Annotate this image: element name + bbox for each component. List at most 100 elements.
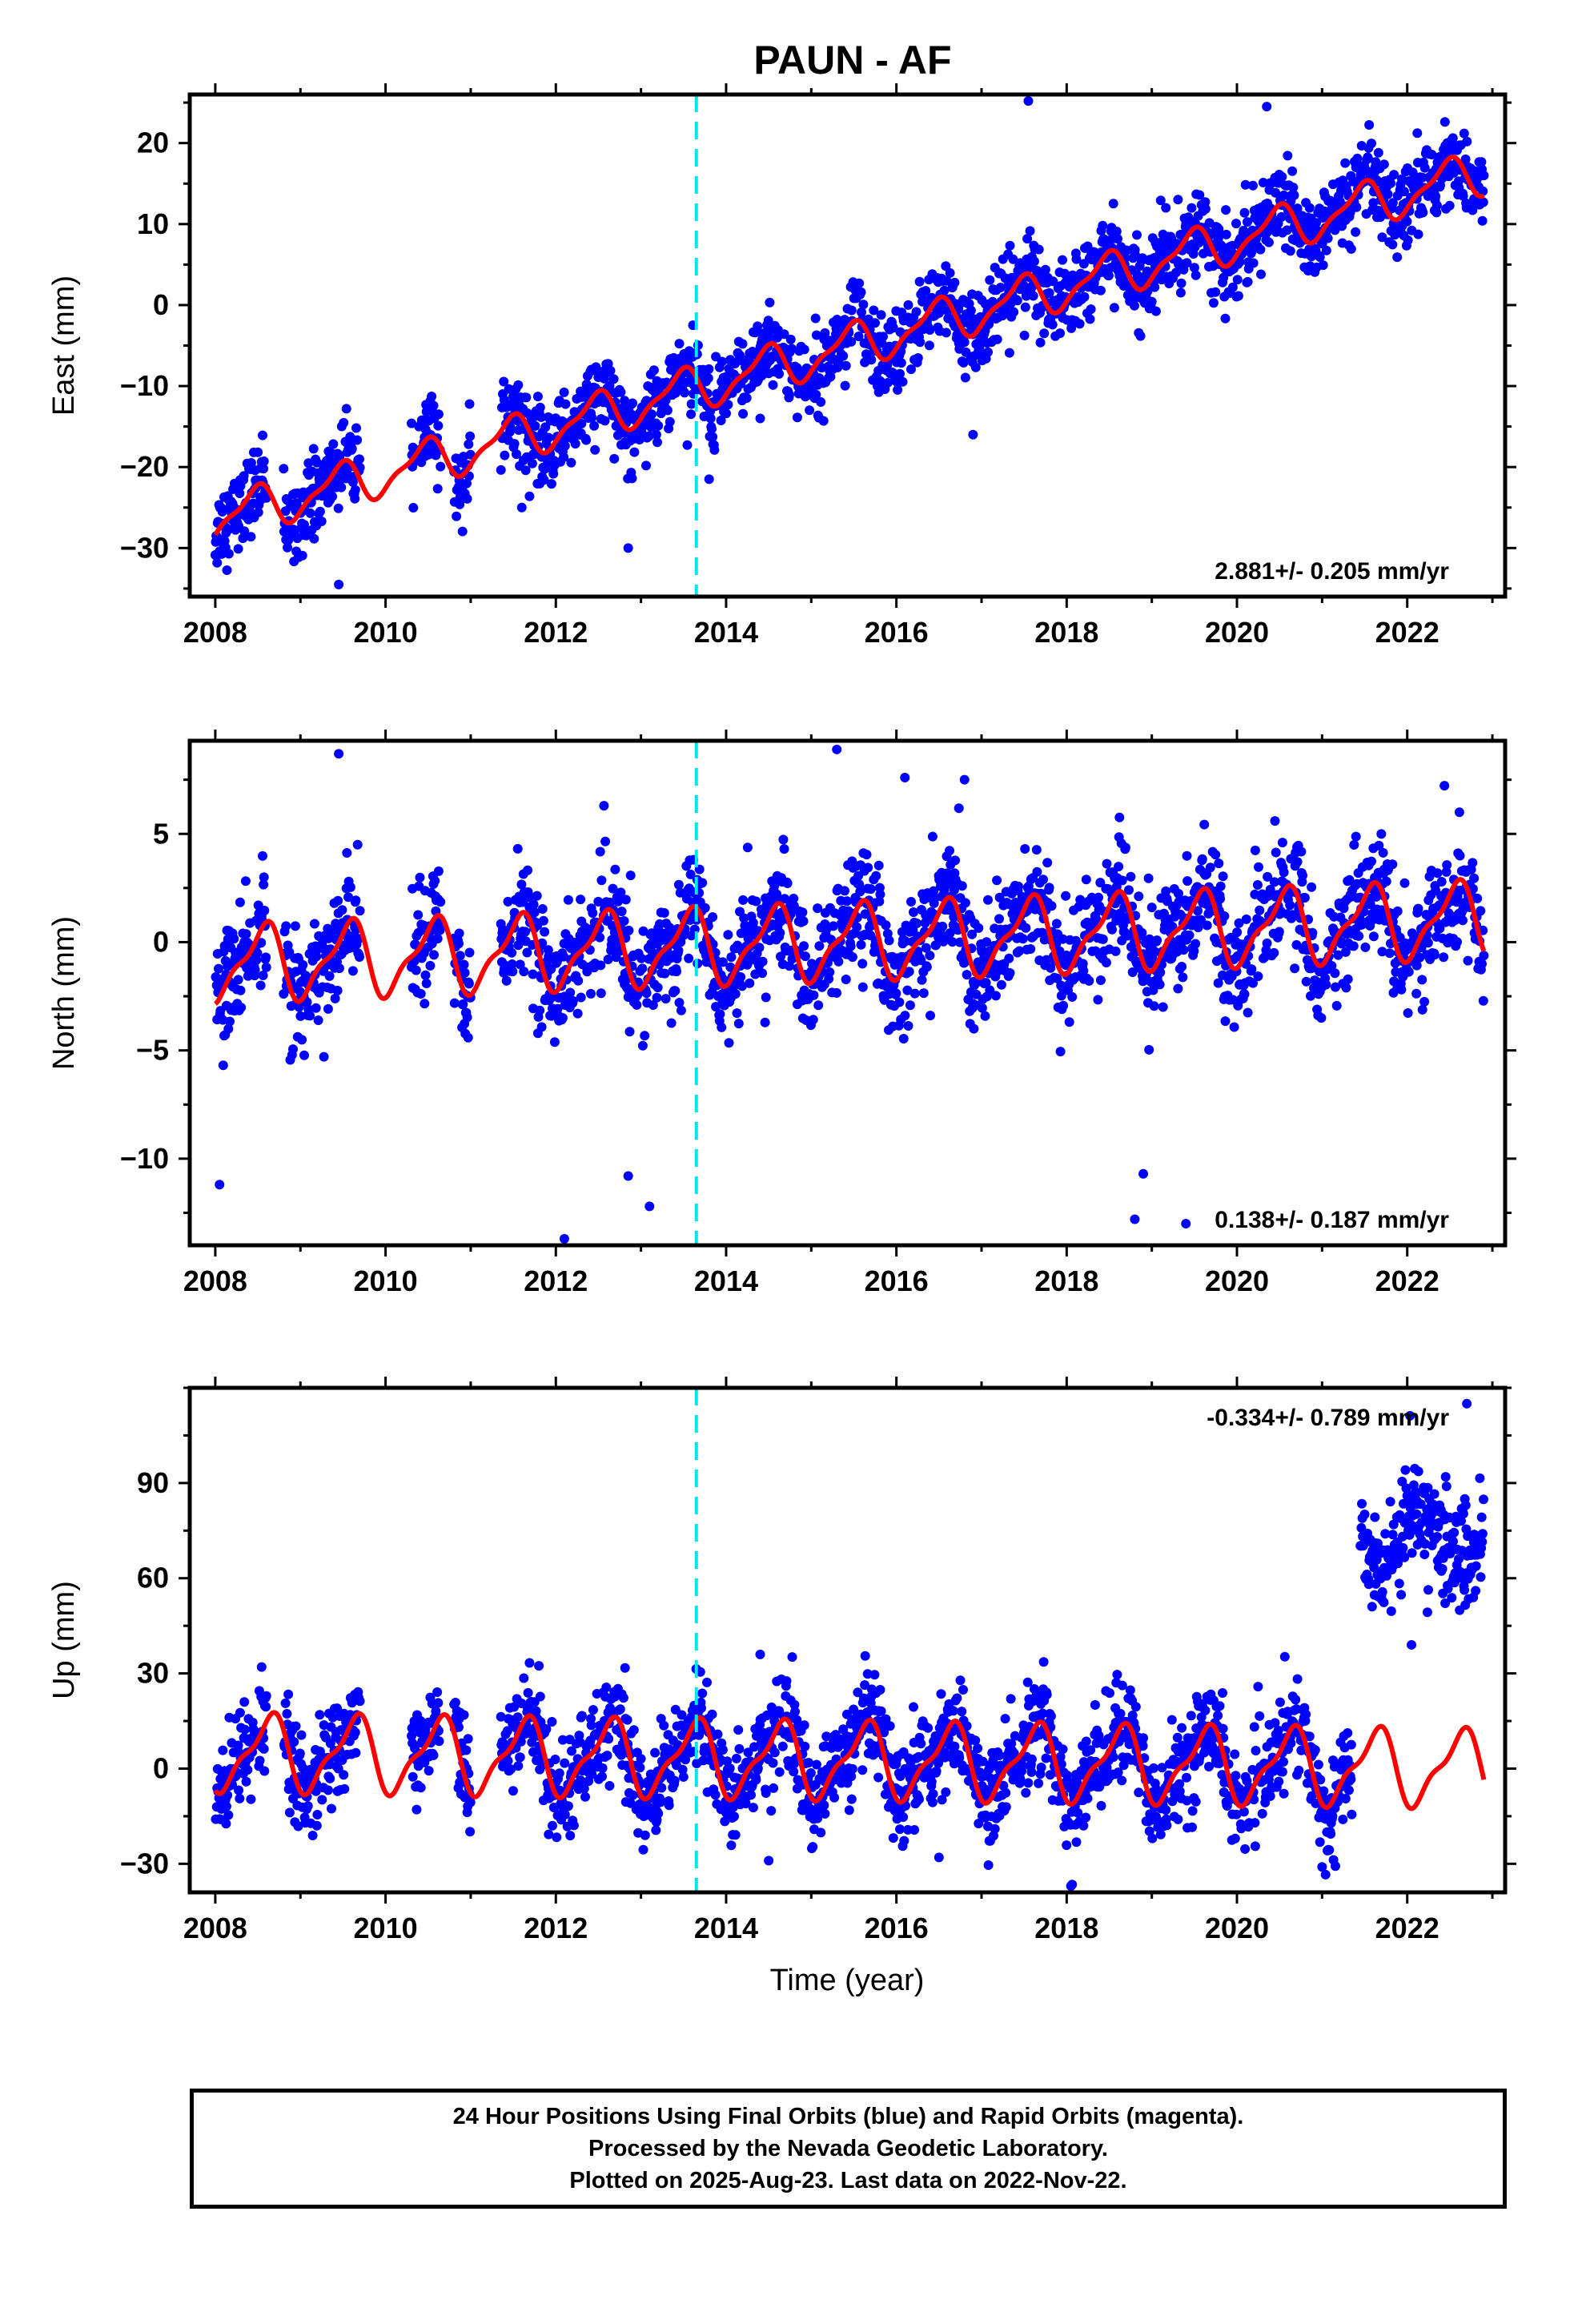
data-point	[352, 839, 363, 850]
data-point	[624, 925, 634, 935]
data-point	[751, 896, 761, 907]
x-tick-label: 2014	[694, 1265, 758, 1297]
data-point	[845, 941, 856, 951]
y-tick-label: −10	[120, 1142, 169, 1175]
data-point	[1047, 320, 1058, 330]
data-point	[1044, 287, 1054, 298]
data-point	[666, 1018, 677, 1028]
data-point	[1211, 850, 1221, 860]
data-point	[857, 982, 868, 992]
data-point	[959, 337, 970, 348]
data-point	[1008, 254, 1018, 264]
data-point	[1331, 1000, 1342, 1011]
data-point	[1220, 1016, 1231, 1027]
data-point	[337, 905, 347, 915]
data-point	[1178, 972, 1188, 983]
data-point	[1413, 903, 1423, 914]
data-point	[548, 1820, 557, 1831]
data-point	[1241, 914, 1251, 924]
data-point	[1195, 190, 1205, 200]
data-point	[768, 380, 778, 390]
data-point	[316, 517, 327, 526]
data-point	[229, 934, 239, 944]
data-point	[1064, 1017, 1074, 1027]
data-point	[686, 399, 697, 409]
data-point	[1078, 959, 1088, 969]
data-point	[1143, 873, 1154, 883]
data-point	[536, 412, 546, 422]
data-point	[570, 439, 580, 449]
data-point	[1101, 958, 1111, 967]
x-tick-label: 2016	[865, 1265, 929, 1297]
data-point	[616, 887, 626, 898]
data-point	[233, 544, 243, 554]
data-point	[863, 862, 873, 873]
data-point	[1014, 881, 1023, 891]
data-point	[792, 412, 802, 423]
data-point	[1387, 859, 1398, 870]
data-point	[858, 300, 869, 310]
data-point	[902, 985, 913, 995]
data-point	[1085, 314, 1095, 324]
data-point	[1171, 267, 1182, 278]
data-point	[660, 968, 670, 979]
outlier-point	[704, 474, 714, 485]
data-point	[1431, 200, 1442, 211]
data-point	[532, 891, 542, 901]
data-point	[1479, 951, 1489, 961]
data-point	[1021, 923, 1031, 933]
data-point	[873, 860, 884, 870]
data-point	[568, 995, 578, 1006]
data-point	[1447, 133, 1458, 143]
data-point	[847, 952, 857, 963]
data-point	[1058, 934, 1068, 944]
data-point	[674, 998, 685, 1007]
data-point	[1079, 292, 1090, 302]
data-point	[1299, 893, 1310, 903]
data-point	[911, 307, 921, 317]
outlier-point	[1023, 96, 1034, 107]
data-point	[1431, 191, 1441, 202]
data-point	[1419, 163, 1430, 173]
data-point	[549, 1037, 560, 1047]
data-point	[284, 947, 295, 957]
data-point	[680, 388, 689, 398]
data-point	[652, 992, 662, 1003]
data-point	[255, 980, 266, 991]
data-point	[1107, 924, 1117, 935]
data-point	[347, 444, 357, 454]
data-point	[587, 412, 597, 423]
data-point	[218, 1060, 228, 1071]
data-point	[503, 896, 513, 907]
data-point	[608, 374, 619, 384]
data-point	[586, 1720, 596, 1731]
data-point	[1031, 845, 1042, 855]
data-point	[565, 1831, 576, 1841]
data-point	[1098, 220, 1108, 231]
data-point	[279, 464, 289, 474]
data-point	[323, 1785, 333, 1795]
data-point	[559, 452, 569, 462]
data-point	[619, 916, 629, 926]
data-point	[1058, 1000, 1069, 1011]
data-point	[548, 468, 559, 479]
data-point	[253, 447, 263, 457]
data-point	[1423, 938, 1433, 948]
data-point	[1367, 856, 1376, 866]
data-point	[540, 927, 550, 937]
data-point	[1387, 239, 1398, 250]
data-point	[1071, 254, 1082, 264]
y-tick-label: −30	[120, 531, 169, 564]
data-point	[1001, 305, 1011, 316]
data-point	[1134, 891, 1144, 902]
plot-area	[211, 1388, 1488, 1892]
data-point	[925, 325, 935, 335]
data-point	[308, 444, 319, 454]
data-point	[903, 1021, 913, 1031]
data-point	[513, 380, 524, 390]
data-point	[333, 503, 343, 513]
data-point	[1086, 304, 1096, 315]
data-point	[870, 318, 880, 328]
data-point	[1197, 854, 1207, 864]
data-point	[1276, 211, 1287, 222]
